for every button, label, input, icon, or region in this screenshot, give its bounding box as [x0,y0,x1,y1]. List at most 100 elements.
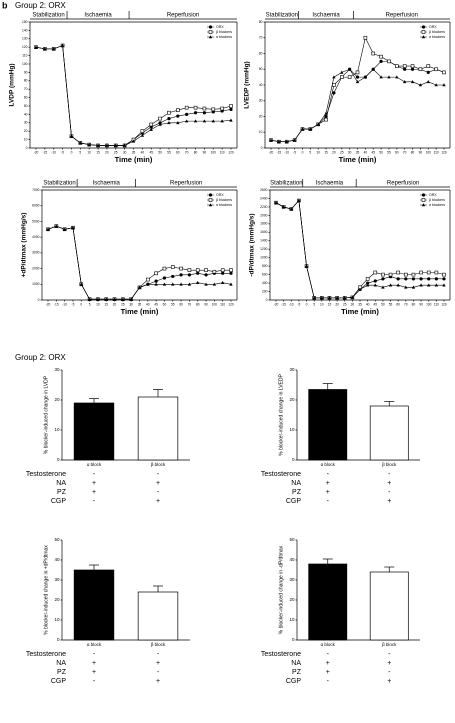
condition-value: - [93,678,96,685]
condition-label: CGP [51,678,67,685]
x-tick-label: 25 [121,302,125,306]
y-axis-label: LVEDP (mmHg) [244,61,251,108]
marker [121,297,125,301]
x-tick-label: 55 [389,302,393,306]
marker [387,59,391,64]
marker [426,64,431,68]
marker [308,127,313,131]
series-line [275,199,445,299]
marker [229,282,233,286]
marker [167,117,171,121]
x-tick-label: 40 [146,302,150,306]
marker [371,51,376,56]
marker [418,67,423,72]
x-tick-label: -15 [281,302,286,306]
marker [176,121,180,125]
marker [300,127,305,131]
marker [46,227,50,231]
x-tick-label: -20 [46,302,51,306]
y-tick-label: 1000 [32,282,40,286]
marker [167,110,171,115]
x-tick-label: 100 [426,150,432,154]
x-tick-label: -5 [61,150,64,154]
y-tick-label: 30 [24,121,28,125]
x-tick-label: 10 [96,302,100,306]
marker [335,296,339,300]
bar [73,569,115,641]
y-axis-label: % blocker-induced change in LVDP [43,375,49,454]
marker [418,83,423,87]
marker [355,70,360,75]
y-tick-label: 2400 [260,196,268,200]
y-tick-label: 40 [24,112,28,116]
y-axis-label: LVDP (mmHg) [9,63,16,106]
x-tick-label: 10 [320,302,324,306]
marker [434,283,439,287]
y-tick-label: 0 [26,146,28,150]
marker [434,83,438,87]
marker [43,47,47,51]
x-tick-label: -20 [34,150,39,154]
marker [411,272,416,277]
y-tick-label: 20 [259,114,263,118]
marker [220,106,224,111]
x-tick-label: β block [382,642,397,647]
x-tick-label: 90 [204,302,208,306]
x-tick-label: 50 [379,150,383,154]
x-tick-label: 30 [129,302,133,306]
condition-label: CGP [286,678,302,685]
x-tick-label: 5 [309,150,311,154]
condition-value: + [326,660,330,667]
legend-marker [421,35,426,39]
y-tick-label: 1200 [260,247,268,251]
condition-label: PZ [57,669,67,676]
y-tick-label: 10 [54,427,60,432]
legend-marker [421,30,426,34]
marker [373,270,378,275]
x-tick-label: 70 [404,302,408,306]
group-title: Group 2: ORX [15,1,66,10]
condition-label: NA [291,480,301,487]
bar [308,389,348,461]
y-tick-label: 3000 [32,251,40,255]
bar [137,396,179,461]
marker [79,282,83,286]
marker [193,119,198,123]
x-tick-label: 20 [105,150,109,154]
y-tick-label: 30 [289,577,295,582]
x-tick-label: 10 [87,150,91,154]
marker [167,121,171,125]
y-tick-label: 0 [292,637,295,642]
marker [229,118,233,122]
condition-label: CGP [51,498,67,505]
legend-label: ORX [216,193,224,197]
x-tick-label: 5 [89,302,91,306]
x-tick-label: 0 [302,150,304,154]
series-line [270,36,445,142]
legend-marker [208,30,213,34]
condition-value: + [326,669,330,676]
marker [112,297,117,301]
marker [184,119,189,123]
marker [379,59,383,63]
x-tick-label: 20 [332,150,336,154]
y-tick-label: 0 [57,457,60,462]
x-tick-label: β block [382,462,397,467]
marker [185,112,189,116]
legend-marker [208,35,213,39]
x-tick-label: 60 [396,302,400,306]
y-tick-label: 30 [259,99,263,103]
marker [149,122,154,127]
y-tick-label: 40 [289,557,295,562]
marker [162,282,167,286]
condition-label: Testosterone [26,651,66,658]
condition-value: - [157,471,160,478]
marker [327,296,332,300]
condition-value: - [327,678,330,685]
legend-label: α blockers [216,203,232,207]
marker [426,270,431,275]
marker [347,67,352,71]
marker [221,271,225,275]
